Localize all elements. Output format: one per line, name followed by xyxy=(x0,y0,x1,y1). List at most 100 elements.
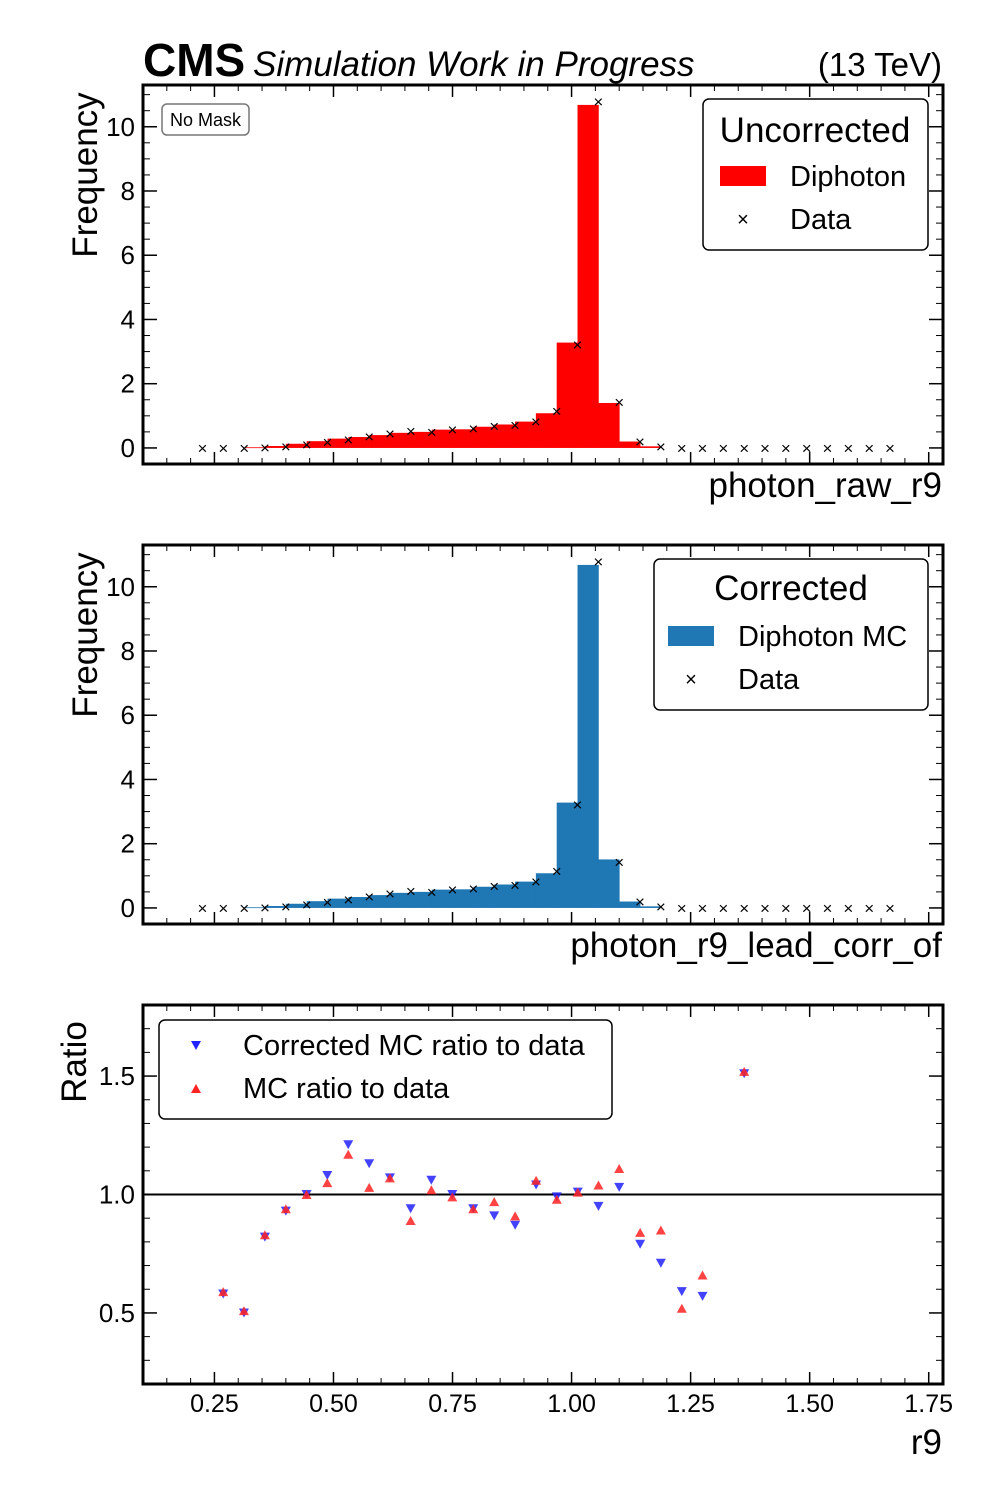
corrected-data-point: × xyxy=(448,881,458,900)
uncorrected-bar xyxy=(285,443,308,448)
corrected-xlabel: photon_r9_lead_corr_of xyxy=(570,926,942,965)
ratio-legend-box xyxy=(158,1019,613,1120)
corrected-legend-title: Corrected xyxy=(714,569,868,608)
uncorrected-bar xyxy=(244,447,266,449)
uncorrected-bar xyxy=(619,441,641,448)
corrected-bar xyxy=(494,884,516,908)
corrected-data-point: × xyxy=(864,899,874,918)
ratio-xlabel: r9 xyxy=(911,1423,942,1462)
mc-ratio-point xyxy=(697,1270,708,1280)
corrected-ytick-label: 0 xyxy=(121,893,135,923)
corrected-ratio-point xyxy=(364,1159,375,1169)
uncorrected-ytick-label: 10 xyxy=(106,112,135,142)
corrected-bar xyxy=(390,892,412,908)
mc-ratio-point xyxy=(384,1173,395,1183)
corrected-data-point: × xyxy=(406,882,416,901)
corrected-data-point: × xyxy=(385,884,395,903)
corrected-bar xyxy=(473,886,495,908)
mc-ratio-point xyxy=(301,1190,312,1199)
corrected-data-point: × xyxy=(218,899,228,918)
mc-ratio-point xyxy=(405,1216,416,1226)
corrected-bar xyxy=(535,873,558,908)
corrected-ratio-point xyxy=(322,1171,333,1181)
mc-ratio-point xyxy=(593,1180,604,1190)
uncorrected-legend-diphoton: Diphoton xyxy=(790,161,906,193)
uncorrected-data-point: × xyxy=(677,439,687,458)
corrected-plot-area: × × × × × × × × × × × × × × × × × × × × × × × × × × × × × × × × × × xyxy=(198,553,895,918)
corrected-data-point: × xyxy=(343,890,353,909)
mc-ratio-point xyxy=(364,1182,375,1192)
mc-ratio-point xyxy=(739,1066,750,1076)
mc-ratio-point xyxy=(531,1175,542,1185)
uncorrected-legend-data: Data xyxy=(790,204,852,236)
uncorrected-bar xyxy=(473,426,495,448)
uncorrected-data-point: × xyxy=(323,433,333,452)
mc-ratio-point xyxy=(614,1163,625,1173)
uncorrected-bar xyxy=(640,446,662,448)
uncorrected-frame xyxy=(141,83,945,466)
uncorrected-bar xyxy=(494,424,516,448)
ratio-ytick-label: 1.5 xyxy=(99,1061,135,1091)
mc-ratio-point xyxy=(510,1211,521,1221)
uncorrected-bar xyxy=(515,421,537,448)
corrected-bar xyxy=(306,901,328,908)
corrected-data-point: × xyxy=(323,893,333,912)
uncorrected-data-point: × xyxy=(802,439,812,458)
corrected-bar xyxy=(556,802,578,908)
uncorrected-ylabel: Frequency xyxy=(66,92,105,258)
corrected-bar xyxy=(327,898,349,908)
corrected-bar xyxy=(265,906,287,908)
uncorrected-bar xyxy=(327,438,349,448)
uncorrected-legend-swatch xyxy=(720,166,766,186)
uncorrected-xlabel: photon_raw_r9 xyxy=(709,466,943,505)
uncorrected-data-point: × xyxy=(281,437,291,456)
mc-ratio-point xyxy=(280,1204,291,1214)
ratio-xtick-label: 0.75 xyxy=(428,1390,477,1418)
mc-ratio-point xyxy=(655,1225,666,1235)
corrected-bar xyxy=(285,903,308,908)
corrected-data-point: × xyxy=(760,899,770,918)
mc-ratio-point xyxy=(572,1187,583,1197)
corrected-bar xyxy=(619,901,641,908)
corrected-data-point: × xyxy=(739,899,749,918)
corrected-bar xyxy=(640,906,662,908)
corrected-data-point: × xyxy=(260,898,270,917)
uncorrected-data-point: × xyxy=(468,420,478,439)
uncorrected-data-point: × xyxy=(510,416,520,435)
corrected-data-point: × xyxy=(885,899,895,918)
ratio-ylabel: Ratio xyxy=(55,1021,94,1103)
corrected-ratio-point xyxy=(593,1201,604,1211)
ratio-legend-corrected: Corrected MC ratio to data xyxy=(243,1030,586,1062)
uncorrected-data-point: × xyxy=(823,439,833,458)
corrected-bar xyxy=(515,881,537,908)
uncorrected-data-point: × xyxy=(218,439,228,458)
ratio-legend-corrected-marker xyxy=(191,1041,201,1050)
corrected-legend-data: Data xyxy=(738,664,800,696)
no-mask-badge xyxy=(161,103,250,136)
corrected-ratio-point xyxy=(676,1287,687,1297)
corrected-legend-diphoton-mc: Diphoton MC xyxy=(738,621,907,653)
corrected-legend-swatch xyxy=(668,626,714,646)
corrected-data-point: × xyxy=(781,899,791,918)
uncorrected-data-point: × xyxy=(739,439,749,458)
corrected-data-point: × xyxy=(531,873,541,892)
uncorrected-data-point: × xyxy=(343,430,353,449)
uncorrected-data-point: × xyxy=(781,439,791,458)
uncorrected-ytick-label: 4 xyxy=(121,304,135,334)
uncorrected-data-point: × xyxy=(843,439,853,458)
uncorrected-data-point: × xyxy=(385,424,395,443)
uncorrected-data-point: × xyxy=(552,402,562,421)
uncorrected-legend: Uncorrected Diphoton × Data xyxy=(702,98,929,251)
uncorrected-data-point: × xyxy=(718,439,728,458)
corrected-bar xyxy=(369,895,391,908)
corrected-data-point: × xyxy=(823,899,833,918)
corrected-ylabel: Frequency xyxy=(66,552,105,718)
corrected-legend: Corrected Diphoton MC × Data xyxy=(653,558,929,711)
corrected-data-point: × xyxy=(468,880,478,899)
corrected-ytick-label: 6 xyxy=(121,700,135,730)
uncorrected-data-point: × xyxy=(302,435,312,454)
uncorrected-plot-area: × × × × × × × × × × × × × × × × × × × × × × × × × × × × × × × × × × xyxy=(198,93,895,458)
uncorrected-data-point: × xyxy=(635,433,645,452)
ratio-xtick-label: 0.25 xyxy=(190,1390,239,1418)
